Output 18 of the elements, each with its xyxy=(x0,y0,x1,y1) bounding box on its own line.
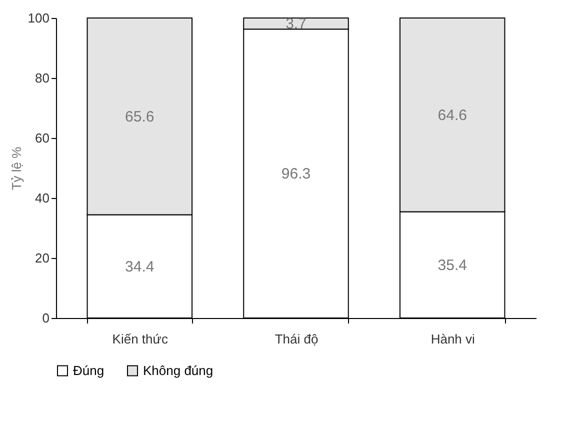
y-tick-label: 20 xyxy=(35,250,50,266)
data-label: 65.6 xyxy=(125,108,154,126)
y-tick-label: 40 xyxy=(35,190,50,206)
data-label: 64.6 xyxy=(438,106,467,124)
x-tick-label: Thái độ xyxy=(274,332,318,346)
data-label: 96.3 xyxy=(281,166,311,183)
x-tick-label: Kiến thức xyxy=(112,332,168,346)
data-label: 35.4 xyxy=(438,256,467,274)
y-tick-label: 0 xyxy=(42,310,50,326)
data-label: 3.7 xyxy=(286,16,306,33)
legend-label: Không đúng xyxy=(143,362,214,378)
y-axis-title: Tỷ lệ % xyxy=(8,146,24,190)
y-tick-label: 100 xyxy=(28,10,50,26)
legend-label: Đúng xyxy=(73,362,104,378)
y-tick-label: 80 xyxy=(35,70,50,86)
y-tick-label: 60 xyxy=(35,130,50,146)
data-label: 34.4 xyxy=(125,258,154,276)
x-tick-label: Hành vi xyxy=(430,332,476,346)
